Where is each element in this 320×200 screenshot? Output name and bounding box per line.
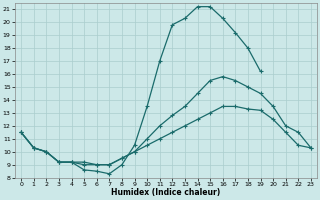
X-axis label: Humidex (Indice chaleur): Humidex (Indice chaleur) xyxy=(111,188,221,197)
